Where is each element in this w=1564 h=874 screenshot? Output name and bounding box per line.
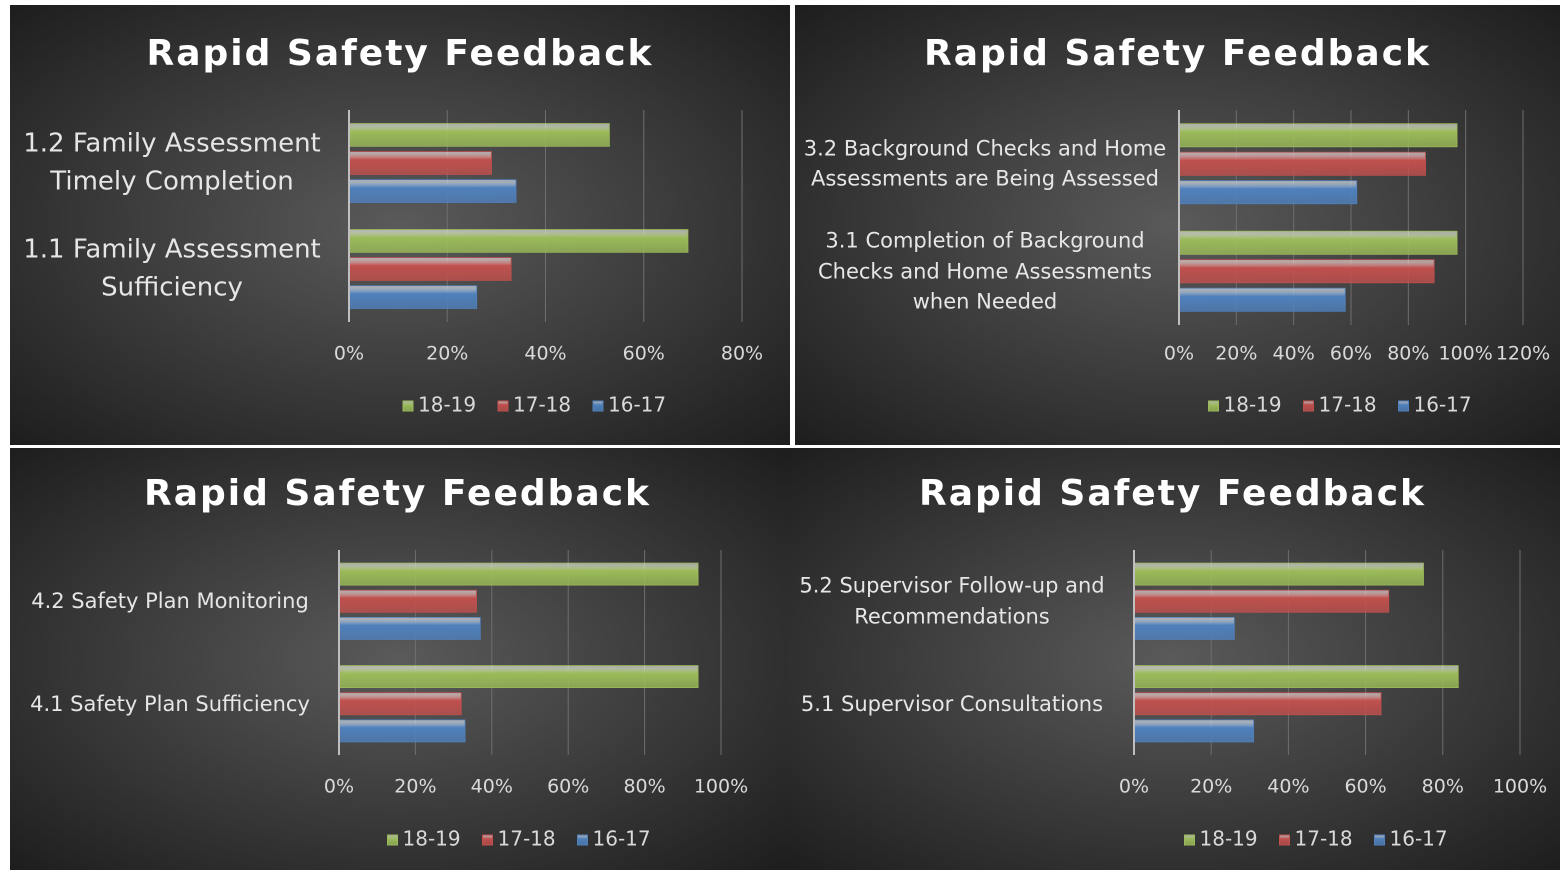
chart-background — [795, 5, 1560, 445]
bar — [1178, 123, 1458, 148]
legend-label: 18-19 — [418, 393, 476, 417]
bar — [1133, 562, 1424, 586]
bar — [1178, 259, 1435, 284]
legend-swatch — [592, 400, 604, 412]
bar — [348, 179, 517, 203]
x-tick-label: 20% — [1190, 776, 1232, 798]
legend-label: 17-18 — [1319, 393, 1377, 417]
bar — [1178, 287, 1346, 312]
chart-title: Rapid Safety Feedback — [924, 33, 1431, 74]
legend-label: 18-19 — [403, 827, 461, 851]
x-tick-label: 100% — [1493, 776, 1547, 798]
bar — [348, 257, 512, 281]
x-tick-label: 20% — [394, 776, 436, 798]
x-tick-label: 60% — [1344, 776, 1386, 798]
chart-background — [10, 448, 785, 870]
x-tick-label: 120% — [1496, 343, 1550, 365]
x-tick-label: 40% — [1273, 343, 1315, 365]
category-label: 3.1 Completion of Background Checks and … — [817, 228, 1152, 314]
x-tick-label: 80% — [721, 343, 763, 365]
legend-label: 16-17 — [1390, 827, 1448, 851]
x-tick-label: 80% — [623, 776, 665, 798]
legend-swatch — [402, 400, 414, 412]
x-tick-label: 40% — [471, 776, 513, 798]
bar — [348, 285, 478, 309]
category-label: 4.1 Safety Plan Sufficiency — [30, 691, 310, 716]
bar — [348, 229, 689, 253]
legend-label: 16-17 — [593, 827, 651, 851]
legend-swatch — [1303, 400, 1314, 412]
bar — [1178, 180, 1358, 205]
legend-swatch — [1208, 400, 1219, 412]
x-tick-label: 0% — [1164, 343, 1194, 365]
x-tick-label: 80% — [1387, 343, 1429, 365]
chart-title: Rapid Safety Feedback — [146, 33, 653, 74]
bar — [338, 665, 699, 689]
x-tick-label: 0% — [334, 343, 364, 365]
legend-label: 18-19 — [1200, 827, 1258, 851]
category-label: 5.1 Supervisor Consultations — [800, 691, 1104, 716]
x-tick-label: 60% — [1330, 343, 1372, 365]
legend-label: 16-17 — [608, 393, 666, 417]
legend-label: 17-18 — [1295, 827, 1353, 851]
x-tick-label: 40% — [524, 343, 566, 365]
category-label: 1.1 Family Assessment Sufficiency — [23, 234, 321, 302]
x-tick-label: 60% — [623, 343, 665, 365]
bar — [338, 589, 477, 613]
category-label: 5.2 Supervisor Follow-up and Recommendat… — [799, 573, 1105, 629]
legend-swatch — [1398, 400, 1409, 412]
x-tick-label: 100% — [694, 776, 748, 798]
category-label: 3.2 Background Checks and Home Assessmen… — [803, 136, 1167, 191]
chart-title: Rapid Safety Feedback — [919, 473, 1426, 514]
bar — [1133, 665, 1459, 689]
legend-swatch — [1184, 834, 1195, 846]
bar — [1133, 692, 1382, 716]
bar — [338, 562, 699, 586]
bar — [1133, 616, 1235, 640]
legend-swatch — [387, 834, 398, 846]
chart-background — [785, 448, 1560, 870]
bar — [338, 692, 462, 716]
x-tick-label: 20% — [1215, 343, 1257, 365]
bar — [338, 719, 466, 743]
legend-label: 17-18 — [498, 827, 556, 851]
bar — [1178, 230, 1458, 255]
x-tick-label: 40% — [1267, 776, 1309, 798]
x-tick-label: 20% — [426, 343, 468, 365]
bar — [1133, 719, 1255, 743]
bar — [348, 123, 610, 147]
chart-title: Rapid Safety Feedback — [144, 473, 651, 514]
bar — [1133, 589, 1390, 613]
legend-swatch — [497, 400, 509, 412]
category-label: 1.2 Family Assessment Timely Completion — [23, 128, 321, 196]
x-tick-label: 80% — [1422, 776, 1464, 798]
bar — [348, 151, 492, 175]
legend-swatch — [1279, 834, 1290, 846]
legend-swatch — [1374, 834, 1385, 846]
legend-swatch — [577, 834, 588, 846]
bar — [1178, 151, 1426, 176]
chart-background — [10, 5, 790, 445]
x-tick-label: 0% — [1119, 776, 1149, 798]
legend-label: 18-19 — [1224, 393, 1282, 417]
x-tick-label: 100% — [1439, 343, 1493, 365]
x-tick-label: 0% — [324, 776, 354, 798]
x-tick-label: 60% — [547, 776, 589, 798]
legend-label: 16-17 — [1414, 393, 1472, 417]
legend-swatch — [482, 834, 493, 846]
category-label: 4.2 Safety Plan Monitoring — [31, 589, 309, 614]
legend-label: 17-18 — [513, 393, 571, 417]
bar — [338, 616, 481, 640]
